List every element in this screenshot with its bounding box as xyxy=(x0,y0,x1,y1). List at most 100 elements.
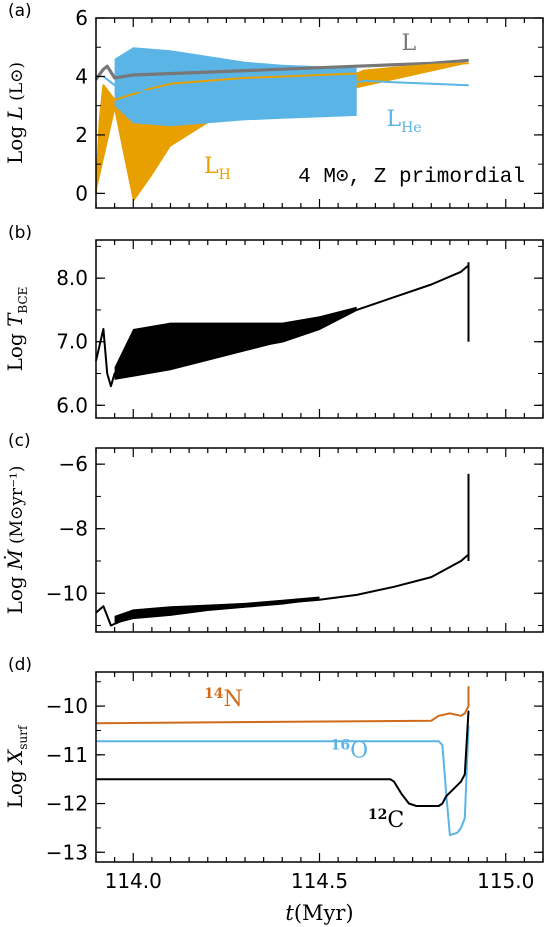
series-line-1-0 xyxy=(95,264,470,388)
series-label-text: C xyxy=(387,808,404,833)
series-label: 12C xyxy=(368,807,404,833)
plot-frame-3 xyxy=(95,671,544,863)
data-point-3-2-2 xyxy=(393,781,395,783)
y-tick-label: 0 xyxy=(75,181,88,205)
y-axis-label-prefix: Log xyxy=(3,120,27,164)
x-tick-label: 114.0 xyxy=(105,869,162,893)
data-point-0-1-15 xyxy=(467,62,470,64)
data-point-0-1-1 xyxy=(99,119,101,121)
data-point-3-0-3 xyxy=(449,712,451,715)
x-axis-label-var: t xyxy=(285,901,294,925)
y-tick-label: −10 xyxy=(46,581,88,605)
y-axis-label: Log Ṁ (M⊙yr⁻¹) xyxy=(3,466,27,615)
data-point-0-1-3 xyxy=(114,99,116,101)
y-axis-label: Log TBCE xyxy=(3,287,30,372)
data-point-0-1-7 xyxy=(207,80,209,82)
data-point-0-1-9 xyxy=(281,75,283,78)
series-label-sup: 12 xyxy=(368,807,387,823)
y-axis-label-var: L xyxy=(3,106,27,120)
series-2-0-band xyxy=(114,596,320,624)
panel-label: (a) xyxy=(8,1,32,21)
data-point-3-0-6 xyxy=(467,705,470,707)
data-point-1-0-1 xyxy=(102,328,104,330)
data-point-1-0-6 xyxy=(169,360,172,362)
data-point-0-0-1 xyxy=(102,68,104,70)
y-axis-label-sub: surf xyxy=(16,724,30,750)
series-label-text: L xyxy=(401,31,416,56)
data-point-3-0-1 xyxy=(430,720,432,722)
series-label: 14N xyxy=(204,686,243,712)
data-point-1-0-3 xyxy=(110,385,112,387)
data-point-0-1-10 xyxy=(318,74,321,76)
series-label-text: L xyxy=(387,107,402,132)
data-point-3-2-8 xyxy=(445,795,447,797)
data-point-0-1-8 xyxy=(244,77,246,79)
line-layer xyxy=(94,58,470,837)
data-point-3-1-4 xyxy=(449,834,451,836)
data-point-0-0-7 xyxy=(356,65,358,67)
y-tick-label: 6.0 xyxy=(56,393,88,417)
series-label-text: L xyxy=(204,154,219,179)
data-point-0-1-4 xyxy=(132,93,134,95)
y-axis-label-prefix: Log xyxy=(3,764,27,808)
data-point-0-2-11 xyxy=(430,83,432,85)
data-point-1-0-7 xyxy=(207,353,209,355)
data-point-3-0-5 xyxy=(464,712,466,715)
x-tick-label: 115.0 xyxy=(477,869,534,893)
data-point-3-2-3 xyxy=(400,793,403,795)
data-point-2-0-7 xyxy=(244,605,246,607)
data-point-3-1-1 xyxy=(438,740,440,742)
data-point-0-0-3 xyxy=(114,77,116,79)
data-point-3-2-6 xyxy=(438,805,440,807)
series-label: LHe xyxy=(387,107,422,136)
data-point-3-0-7 xyxy=(467,686,470,688)
data-point-3-0-2 xyxy=(438,715,440,717)
data-point-3-2-10 xyxy=(460,781,462,783)
y-tick-label: −11 xyxy=(46,743,88,767)
series-line-0-1 xyxy=(95,62,469,194)
series-label-sup: 14 xyxy=(204,686,224,702)
series-label-text: O xyxy=(350,738,368,763)
data-point-2-0-2 xyxy=(106,615,108,617)
data-point-0-1-12 xyxy=(363,70,365,72)
y-tick-label: −8 xyxy=(59,517,88,541)
data-point-3-2-5 xyxy=(415,805,417,807)
y-axis-label-unit: (M⊙yr⁻¹) xyxy=(7,466,27,550)
data-point-2-0-9 xyxy=(318,599,321,601)
series-0-2-band xyxy=(114,47,357,127)
data-point-0-1-11 xyxy=(356,72,358,75)
series-label-sub: H xyxy=(219,167,231,183)
data-point-0-2-9 xyxy=(363,80,365,82)
data-point-0-1-5 xyxy=(151,87,153,89)
y-axis-label-var: X xyxy=(3,749,27,766)
x-axis-label-unit: (Myr) xyxy=(294,901,354,925)
x-tick-label: 114.5 xyxy=(291,869,348,893)
data-point-0-2-1 xyxy=(114,84,116,86)
series-line-3-1 xyxy=(96,725,470,837)
data-point-0-0-8 xyxy=(430,62,432,64)
y-tick-label: 2 xyxy=(75,123,88,147)
y-axis-label: Log L (L⊙) xyxy=(3,62,27,164)
data-point-3-1-2 xyxy=(441,744,443,746)
data-point-2-0-10 xyxy=(356,594,358,596)
y-axis-label-prefix: Log xyxy=(3,570,27,614)
data-point-2-0-4 xyxy=(132,615,134,617)
data-point-2-0-5 xyxy=(169,612,172,614)
series-line-2-0 xyxy=(95,553,470,627)
plot-frame-2 xyxy=(95,447,544,633)
data-point-2-0-12 xyxy=(430,576,432,578)
series-label: L xyxy=(401,31,416,56)
data-point-0-2-3 xyxy=(169,90,172,92)
series-label: LH xyxy=(204,154,231,183)
data-point-0-0-5 xyxy=(207,71,209,73)
data-point-3-1-5 xyxy=(456,832,458,834)
panel-annotation: 4 M⊙, Z primordial xyxy=(298,166,525,189)
data-point-0-2-10 xyxy=(393,81,395,83)
data-point-3-2-7 xyxy=(441,802,443,805)
data-point-2-0-13 xyxy=(460,560,462,562)
y-tick-label: −10 xyxy=(46,694,88,718)
data-point-0-2-12 xyxy=(467,84,470,86)
series-line-0-0 xyxy=(94,58,469,81)
data-point-3-2-12 xyxy=(467,710,470,712)
